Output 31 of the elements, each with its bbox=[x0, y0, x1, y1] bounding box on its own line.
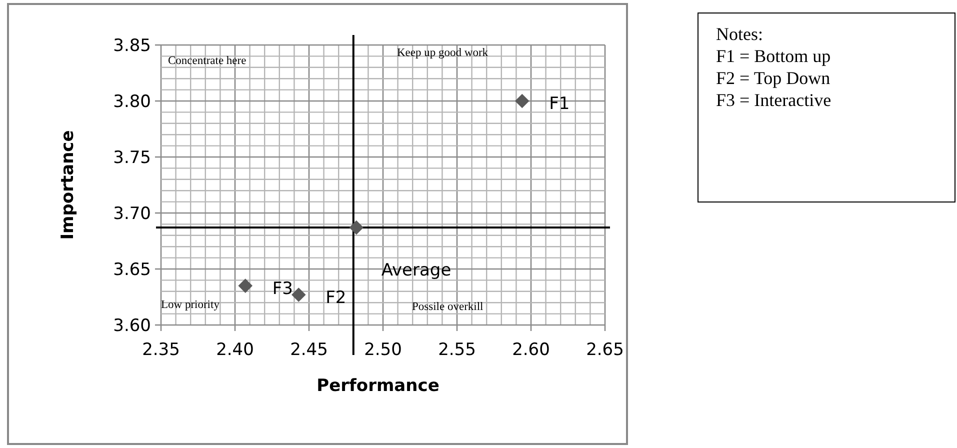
point bbox=[349, 220, 364, 235]
x-tick-label: 2.45 bbox=[290, 340, 328, 360]
x-tick-label: 2.40 bbox=[216, 340, 254, 360]
y-tick-label: 3.65 bbox=[113, 260, 151, 280]
annotation: Concentrate here bbox=[168, 55, 246, 67]
text: Notes: bbox=[716, 24, 763, 44]
point bbox=[292, 288, 306, 302]
annotation: Low priority bbox=[161, 299, 220, 311]
text: F1 = Bottom up bbox=[716, 46, 831, 66]
y-tick-label: 3.85 bbox=[113, 36, 151, 56]
data-label: F3 bbox=[272, 278, 293, 299]
x-tick-label: 2.65 bbox=[586, 340, 624, 360]
y-tick-label: 3.60 bbox=[113, 316, 151, 336]
point bbox=[238, 278, 252, 293]
x-tick-label: 2.60 bbox=[512, 340, 550, 360]
y-tick-label: 3.80 bbox=[113, 92, 151, 112]
y-tick-label: 3.75 bbox=[113, 148, 151, 168]
text: F2 = Top Down bbox=[716, 68, 830, 88]
x-tick-label: 2.35 bbox=[142, 340, 180, 360]
x-tick-label: 2.50 bbox=[364, 340, 402, 360]
annotation: Possile overkill bbox=[412, 301, 484, 313]
annotation: Keep up good work bbox=[397, 47, 488, 59]
data-label: F2 bbox=[326, 288, 346, 308]
y-axis-title: Importance bbox=[58, 130, 78, 240]
data-label: F1 bbox=[549, 94, 570, 114]
y-tick-label: 3.70 bbox=[113, 204, 151, 224]
data-label: Average bbox=[381, 260, 452, 281]
point bbox=[514, 94, 530, 108]
x-tick-label: 2.55 bbox=[438, 340, 476, 360]
x-axis-title: Performance bbox=[316, 376, 440, 396]
text: F3 = Interactive bbox=[716, 90, 832, 110]
